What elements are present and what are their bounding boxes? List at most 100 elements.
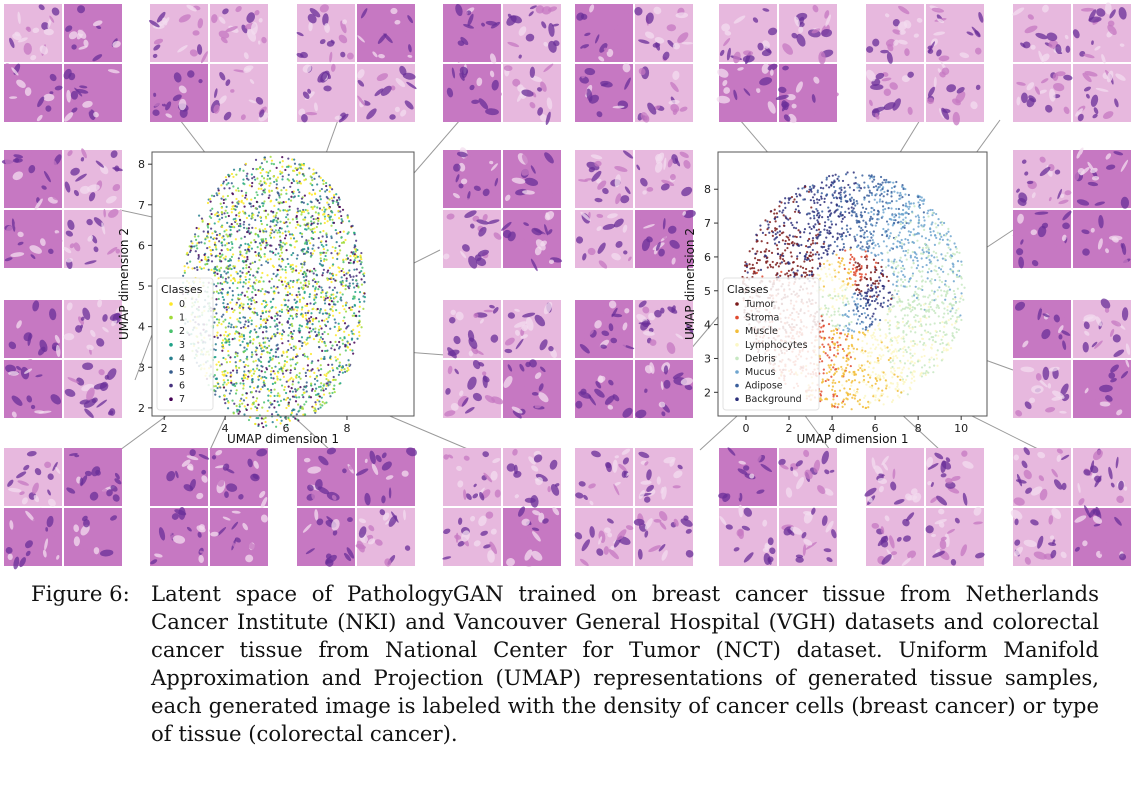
- scatter-point: [323, 355, 326, 359]
- scatter-point: [259, 256, 263, 259]
- scatter-point: [324, 292, 328, 295]
- scatter-point: [241, 340, 244, 343]
- scatter-point: [786, 242, 789, 245]
- scatter-point: [828, 294, 832, 297]
- scatter-point: [295, 214, 298, 218]
- scatter-point: [900, 309, 903, 312]
- scatter-point: [310, 315, 313, 319]
- scatter-point: [263, 375, 266, 379]
- scatter-point: [228, 392, 231, 395]
- scatter-point: [305, 278, 308, 282]
- scatter-point: [214, 355, 217, 359]
- scatter-point: [917, 287, 920, 290]
- legend-title: Classes: [161, 283, 203, 296]
- scatter-point: [327, 379, 330, 382]
- scatter-point: [311, 179, 314, 182]
- scatter-point: [947, 342, 950, 345]
- scatter-point: [255, 349, 258, 352]
- scatter-point: [320, 286, 323, 289]
- scatter-point: [305, 400, 308, 403]
- scatter-point: [868, 200, 871, 203]
- scatter-point: [761, 231, 765, 234]
- scatter-point: [300, 344, 304, 347]
- scatter-point: [904, 238, 907, 241]
- scatter-point: [264, 239, 268, 242]
- scatter-point: [871, 176, 874, 179]
- scatter-point: [857, 368, 860, 372]
- scatter-point: [820, 195, 823, 198]
- scatter-point: [196, 247, 199, 250]
- scatter-point: [331, 314, 335, 317]
- scatter-point: [242, 223, 245, 226]
- scatter-point: [784, 215, 787, 218]
- scatter-point: [222, 356, 225, 360]
- scatter-point: [950, 304, 954, 308]
- scatter-point: [856, 202, 859, 205]
- scatter-point: [912, 202, 915, 205]
- scatter-point: [759, 228, 762, 231]
- scatter-point: [764, 255, 768, 258]
- scatter-point: [835, 370, 838, 373]
- scatter-point: [229, 389, 233, 392]
- scatter-point: [221, 236, 224, 239]
- scatter-point: [248, 214, 251, 217]
- scatter-point: [345, 363, 348, 367]
- scatter-point: [280, 246, 283, 249]
- scatter-point: [242, 226, 246, 229]
- tissue-tile: [148, 4, 269, 122]
- scatter-point: [338, 205, 341, 209]
- scatter-point: [299, 386, 302, 389]
- scatter-point: [242, 202, 245, 205]
- scatter-point: [306, 302, 309, 306]
- scatter-point: [244, 363, 247, 367]
- scatter-point: [850, 214, 853, 217]
- scatter-point: [310, 384, 313, 387]
- scatter-point: [853, 292, 857, 295]
- scatter-point: [203, 253, 206, 256]
- scatter-point: [326, 296, 329, 299]
- scatter-point: [242, 306, 245, 309]
- scatter-point: [946, 309, 949, 312]
- scatter-point: [853, 389, 856, 392]
- scatter-point: [226, 281, 229, 284]
- scatter-point: [309, 396, 313, 399]
- scatter-point: [778, 230, 782, 233]
- scatter-point: [216, 324, 219, 327]
- scatter-point: [245, 348, 248, 351]
- scatter-point: [256, 386, 259, 389]
- scatter-point: [950, 309, 953, 312]
- scatter-point: [217, 292, 220, 295]
- scatter-point: [817, 257, 820, 260]
- tissue-tile: [575, 150, 696, 269]
- scatter-point: [313, 278, 316, 281]
- scatter-point: [357, 298, 361, 301]
- scatter-point: [781, 211, 784, 214]
- scatter-point: [257, 378, 260, 381]
- scatter-point: [209, 200, 212, 203]
- scatter-point: [217, 321, 221, 324]
- scatter-point: [838, 233, 841, 236]
- scatter-point: [890, 195, 893, 198]
- scatter-point: [927, 215, 930, 218]
- scatter-point: [896, 300, 899, 303]
- scatter-point: [872, 246, 875, 250]
- scatter-point: [278, 194, 281, 197]
- scatter-point: [879, 347, 882, 350]
- scatter-point: [849, 258, 852, 261]
- scatter-point: [360, 261, 363, 264]
- scatter-point: [823, 228, 826, 231]
- scatter-point: [788, 262, 791, 265]
- scatter-point: [317, 359, 320, 362]
- scatter-point: [793, 198, 796, 201]
- scatter-point: [850, 320, 853, 324]
- scatter-point: [298, 166, 301, 169]
- scatter-point: [341, 208, 345, 211]
- scatter-point: [321, 271, 325, 275]
- scatter-point: [251, 226, 254, 229]
- scatter-point: [343, 322, 347, 325]
- scatter-point: [304, 208, 307, 212]
- scatter-point: [247, 325, 250, 328]
- scatter-point: [313, 298, 316, 301]
- scatter-point: [801, 266, 805, 269]
- scatter-point: [791, 223, 794, 227]
